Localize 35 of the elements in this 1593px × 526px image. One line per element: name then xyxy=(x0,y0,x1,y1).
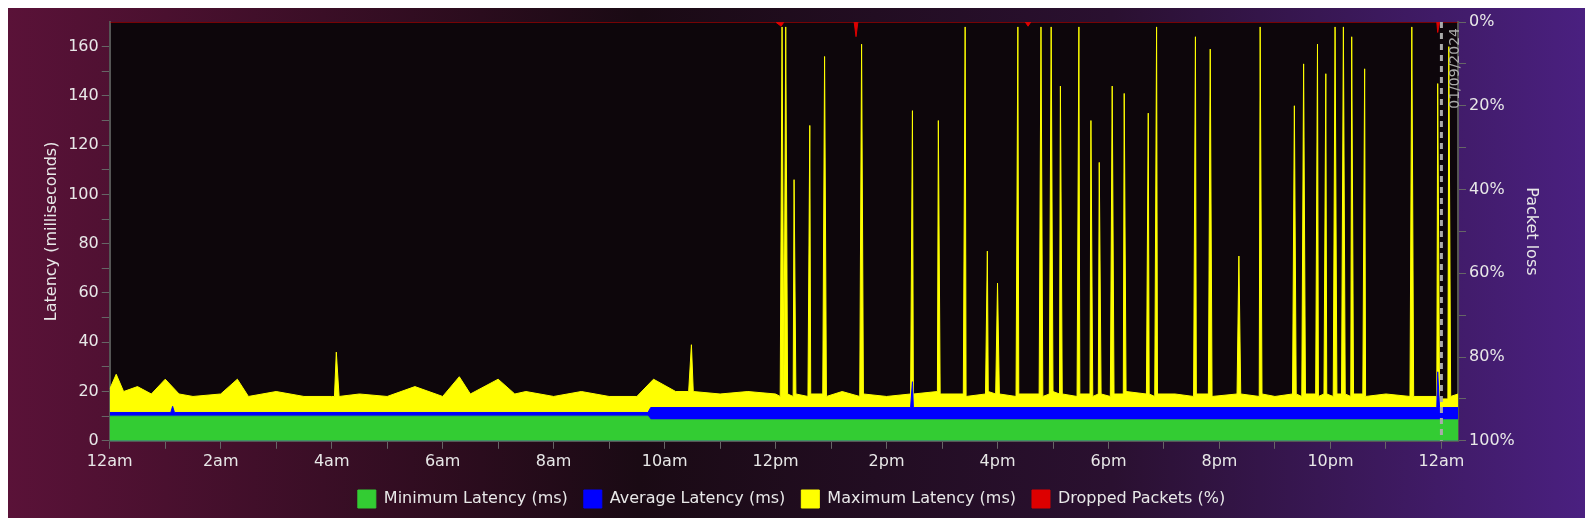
x-tick-label: 2pm xyxy=(868,450,905,470)
x-tick-label: 2am xyxy=(202,450,239,470)
y2-tick-label: 100% xyxy=(1469,429,1515,449)
y-tick-label: 60 xyxy=(78,282,99,302)
ref-line-label: 01/09/2024 xyxy=(1446,27,1463,109)
y-axis-title: Latency (milliseconds) xyxy=(40,141,60,322)
x-tick-label: 10pm xyxy=(1307,450,1354,470)
x-tick-label: 12am xyxy=(1418,450,1465,470)
x-tick-label: 6am xyxy=(424,450,461,470)
y2-tick-label: 20% xyxy=(1469,94,1505,114)
y-tick-label: 40 xyxy=(78,331,99,351)
y-tick-label: 100 xyxy=(68,183,99,203)
legend-label: Minimum Latency (ms) xyxy=(383,488,568,508)
y-tick-label: 20 xyxy=(78,380,99,400)
y-tick-label: 160 xyxy=(68,35,99,55)
x-tick-label: 12am xyxy=(86,450,133,470)
y2-tick-label: 60% xyxy=(1469,262,1505,282)
x-tick-label: 8pm xyxy=(1201,450,1238,470)
y2-axis-title: Packet loss xyxy=(1523,187,1543,276)
y2-tick-label: 80% xyxy=(1469,346,1505,366)
y-tick-label: 80 xyxy=(78,232,99,252)
legend-label: Average Latency (ms) xyxy=(609,488,786,508)
x-tick-label: 8am xyxy=(535,450,572,470)
x-tick-label: 4pm xyxy=(979,450,1016,470)
y-tick-label: 140 xyxy=(68,85,99,105)
y-tick-label: 120 xyxy=(68,134,99,154)
x-tick-label: 6pm xyxy=(1090,450,1127,470)
legend-label: Dropped Packets (%) xyxy=(1057,488,1226,508)
y2-tick-label: 40% xyxy=(1469,178,1505,198)
x-tick-label: 12pm xyxy=(752,450,799,470)
x-tick-label: 10am xyxy=(641,450,688,470)
y-tick-label: 0 xyxy=(88,429,99,449)
x-tick-label: 4am xyxy=(313,450,350,470)
y2-tick-label: 0% xyxy=(1469,11,1495,31)
legend-label: Maximum Latency (ms) xyxy=(827,488,1016,508)
